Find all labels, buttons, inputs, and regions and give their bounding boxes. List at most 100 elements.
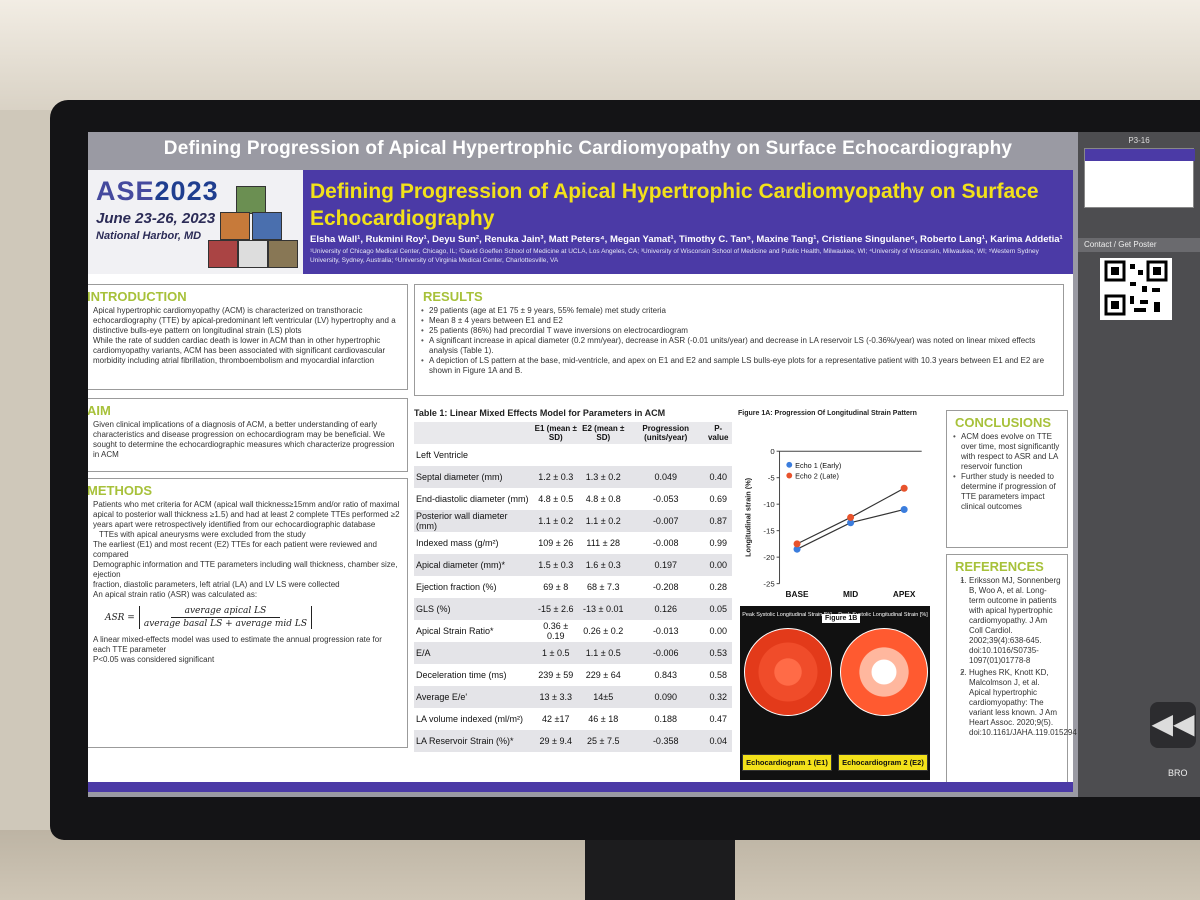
legend-marker xyxy=(786,472,793,479)
table-cell: Posterior wall diameter (mm) xyxy=(414,510,532,532)
reference-item: Eriksson MJ, Sonnenberg B, Woo A, et al.… xyxy=(961,576,1061,666)
figure1b-bullseye-panel: Peak Systolic Longitudinal Strain [%] Pe… xyxy=(740,606,930,780)
table-row: LA Reservoir Strain (%)* 29 ± 9.4 25 ± 7.5… xyxy=(414,730,732,752)
table-cell: 13 ± 3.3 xyxy=(532,686,580,708)
introduction-heading: INTRODUCTION xyxy=(88,289,187,304)
echo2-label: Echocardiogram 2 (E2) xyxy=(838,754,928,771)
ase-logo: ASE2023 June 23-26, 2023 National Harbor… xyxy=(88,170,303,274)
browse-button[interactable]: BRO xyxy=(1168,768,1188,778)
list-item: fraction, diastolic parameters, left atr… xyxy=(93,580,401,590)
table-cell: Ejection fraction (%) xyxy=(416,582,497,592)
table1: E1 (mean ± SD) E2 (mean ± SD) Progressio… xyxy=(414,422,732,752)
table-cell: 0.04 xyxy=(704,730,732,752)
list-item: Given clinical implications of a diagnos… xyxy=(93,420,401,460)
peak-label-1: Peak Systolic Longitudinal Strain [%] xyxy=(742,612,832,618)
formula-denominator: average basal LS + average mid LS xyxy=(143,619,308,629)
list-item: The earliest (E1) and most recent (E2) T… xyxy=(93,540,401,560)
introduction-section: INTRODUCTION Apical hypertrophic cardiom… xyxy=(88,284,408,390)
table-cell: 239 ± 59 xyxy=(538,670,574,680)
table-cell: 25 ± 7.5 xyxy=(579,730,627,752)
room-wall xyxy=(0,0,1200,110)
table-cell: 69 ± 8 xyxy=(543,582,569,592)
contact-get-poster[interactable]: Contact / Get Poster xyxy=(1078,238,1200,252)
rewind-icon[interactable]: ◀◀ xyxy=(1150,702,1196,748)
poster-banner: ASE2023 June 23-26, 2023 National Harbor… xyxy=(88,170,1073,274)
table-cell: 42 ±17 xyxy=(542,714,570,724)
table-cell: Apical Strain Ratio* xyxy=(416,626,494,636)
table1-caption: Table 1: Linear Mixed Effects Model for … xyxy=(414,408,666,418)
y-tick-label: -20 xyxy=(763,553,775,562)
table-cell: -0.013 xyxy=(652,626,679,636)
figure1b-tag: Figure 1B xyxy=(822,614,861,623)
table-row: GLS (%) -15 ± 2.6 -13 ± 0.01 0.126 0.05 xyxy=(414,598,732,620)
table-cell: 4.8 ± 0.8 xyxy=(585,494,621,504)
table-row: End-diastolic diameter (mm) 4.8 ± 0.5 4.8 … xyxy=(414,488,732,510)
y-tick-label: 0 xyxy=(770,447,775,456)
list-item: P<0.05 was considered significant xyxy=(93,655,401,665)
table-row: Posterior wall diameter (mm) 1.1 ± 0.2 1.1… xyxy=(414,510,732,532)
table-row: Septal diameter (mm) 1.2 ± 0.3 1.3 ± 0.2 0.… xyxy=(414,466,732,488)
table-cell: 0.47 xyxy=(709,714,727,724)
list-item: A depiction of LS pattern at the base, m… xyxy=(421,356,1057,376)
table-cell: 1.5 ± 0.3 xyxy=(532,554,580,576)
list-item: Apical hypertrophic cardiomyopathy (ACM)… xyxy=(93,306,401,336)
table-cell: -0.208 xyxy=(652,582,679,592)
aim-section: AIM Given clinical implications of a dia… xyxy=(88,398,408,472)
conclusions-section: CONCLUSIONS ACM does evolve on TTE over … xyxy=(946,410,1068,548)
table-cell: 0.28 xyxy=(709,582,727,592)
list-item: 29 patients (age at E1 75 ± 9 years, 55%… xyxy=(421,306,1057,316)
legend-entry: Echo 2 (Late) xyxy=(795,471,839,480)
table-cell: 1.2 ± 0.3 xyxy=(532,466,580,488)
table-section-label: Left Ventricle xyxy=(416,450,469,460)
echo1-label: Echocardiogram 1 (E1) xyxy=(742,754,832,771)
list-item: An apical strain ratio (ASR) was calcula… xyxy=(93,590,401,600)
references-heading: REFERENCES xyxy=(955,559,1044,574)
list-item: TTEs with apical aneurysms were excluded… xyxy=(93,530,401,540)
table-cell: Indexed mass (g/m²) xyxy=(416,538,499,548)
table-cell: Septal diameter (mm) xyxy=(414,466,532,488)
table-cell: 0.126 xyxy=(627,598,705,620)
figure1a-chart: 0 -5 -10 -15 -20 -25 BASE MID APEX Longitudinal s… xyxy=(738,422,934,607)
list-item: A linear mixed-effects model was used to… xyxy=(93,635,401,655)
table-cell: 0.00 xyxy=(704,554,732,576)
table-cell: 1.1 ± 0.2 xyxy=(532,510,580,532)
table-cell: 1.6 ± 0.3 xyxy=(579,554,627,576)
table-cell: 1 ± 0.5 xyxy=(532,642,580,664)
table-cell: Average E/e' xyxy=(414,686,532,708)
table-cell: E/A xyxy=(414,642,532,664)
data-point xyxy=(847,519,855,527)
figure1a-caption: Figure 1A: Progression Of Longitudinal S… xyxy=(738,410,917,417)
y-tick-label: -10 xyxy=(763,500,775,509)
y-tick-label: -15 xyxy=(763,527,774,536)
table-cell: 0.090 xyxy=(627,686,705,708)
poster-thumbnail[interactable] xyxy=(1084,148,1195,208)
data-point xyxy=(900,484,908,492)
table-cell: 111 ± 28 xyxy=(586,538,621,548)
qr-code-icon[interactable] xyxy=(1100,258,1172,320)
table-cell: 0.049 xyxy=(627,466,705,488)
monitor-screen: Defining Progression of Apical Hypertrop… xyxy=(88,132,1200,797)
poster-affiliations: ¹University of Chicago Medical Center, C… xyxy=(310,248,1039,264)
table-row: E/A 1 ± 0.5 1.1 ± 0.5 -0.006 0.53 xyxy=(414,642,732,664)
table-cell: 0.00 xyxy=(709,626,727,636)
kiosk-side-panel: P3-16 Contact / Get Poster xyxy=(1078,132,1200,797)
table-cell: Deceleration time (ms) xyxy=(416,670,507,680)
table-cell: -0.008 xyxy=(652,538,679,548)
list-item: Demographic information and TTE paramete… xyxy=(93,560,401,580)
table-row: LA volume indexed (ml/m²) 42 ±17 46 ± 18 0.… xyxy=(414,708,732,730)
results-section: RESULTS 29 patients (age at E1 75 ± 9 ye… xyxy=(414,284,1064,396)
poster-authors: Elsha Wall¹, Rukmini Roy¹, Deyu Sun², Re… xyxy=(310,234,1063,245)
table-header: Progression (units/year) xyxy=(627,422,705,444)
poster-footer-bar xyxy=(88,782,1073,792)
table-cell: 0.188 xyxy=(654,714,677,724)
table-row: Apical diameter (mm)* 1.5 ± 0.3 1.6 ± 0.3 0… xyxy=(414,554,732,576)
table-cell: 0.197 xyxy=(627,554,705,576)
table-cell: LA volume indexed (ml/m²) xyxy=(416,714,524,724)
table-cell: 1.3 ± 0.2 xyxy=(579,466,627,488)
aim-heading: AIM xyxy=(88,403,111,418)
list-item: Further study is needed to determine if … xyxy=(953,472,1061,512)
x-tick-label: APEX xyxy=(893,590,916,599)
table-cell: End-diastolic diameter (mm) xyxy=(416,494,529,504)
table-cell: -0.358 xyxy=(627,730,705,752)
table-row: Average E/e' 13 ± 3.3 14±5 0.090 0.32 xyxy=(414,686,732,708)
